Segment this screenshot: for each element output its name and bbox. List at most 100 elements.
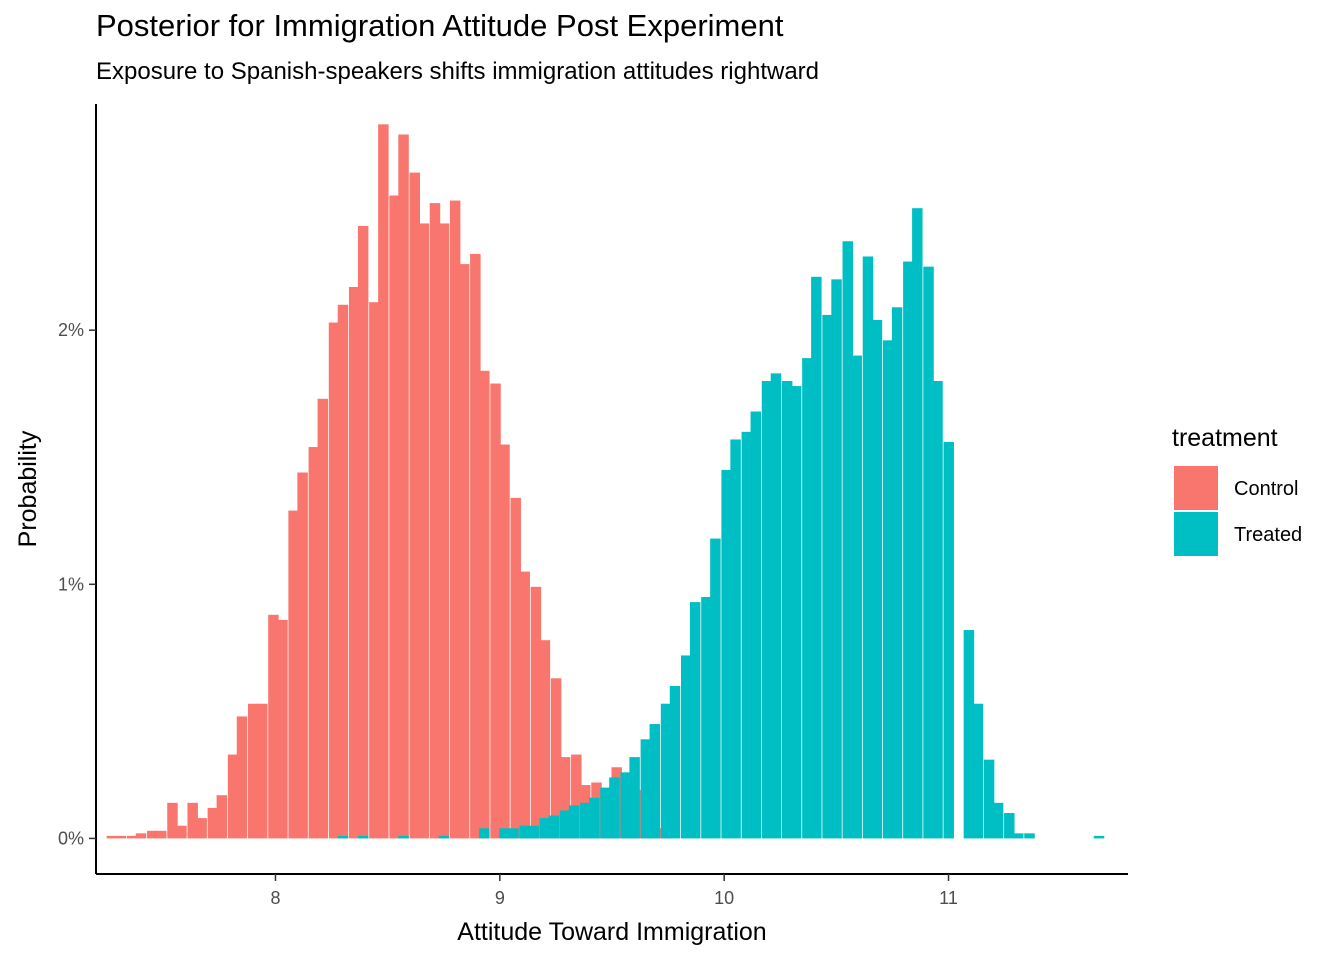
bar-control [126, 835, 138, 839]
bar-control [499, 444, 510, 839]
chart-subtitle: Exposure to Spanish-speakers shifts immi… [96, 58, 819, 85]
bar-treated [831, 279, 842, 839]
x-tick-label: 11 [939, 888, 958, 908]
bar-treated [629, 757, 640, 839]
bar-control [389, 195, 400, 839]
bar-treated [770, 373, 782, 839]
bar-treated [882, 340, 894, 839]
bar-control [187, 802, 198, 839]
y-tick-label: 2% [58, 320, 84, 340]
bar-treated [600, 787, 611, 839]
bar-treated [912, 208, 923, 839]
bar-treated [548, 815, 560, 839]
bar-control [510, 497, 521, 839]
bar-treated [508, 828, 519, 839]
bar-treated [669, 685, 681, 839]
bar-treated [701, 597, 712, 839]
bar-control [458, 264, 470, 839]
bar-treated [932, 380, 943, 839]
legend-title: treatment [1172, 424, 1278, 452]
bar-treated [963, 630, 975, 839]
chart-title: Posterior for Immigration Attitude Post … [96, 8, 784, 43]
bar-control [438, 223, 450, 839]
y-axis-title: Probability [14, 430, 42, 547]
bar-treated [822, 314, 833, 839]
bar-treated [992, 802, 1004, 839]
x-tick-label: 10 [714, 888, 734, 908]
bar-treated [730, 439, 741, 839]
bar-control [378, 124, 389, 839]
bar-control [268, 614, 279, 839]
bar-treated [620, 772, 631, 839]
bar-treated [923, 266, 934, 839]
bar-control [369, 302, 380, 839]
bar-treated [589, 797, 600, 839]
bar-treated [811, 276, 822, 839]
bar-control [248, 703, 259, 839]
bar-treated [750, 411, 762, 839]
bar-treated [337, 835, 349, 839]
bar-control [418, 223, 429, 839]
bar-treated [1024, 833, 1035, 839]
bar-control [519, 571, 530, 839]
bar-control [571, 754, 582, 839]
bar-control [308, 447, 320, 839]
x-axis-title: Attitude Toward Immigration [457, 918, 766, 946]
bar-control [559, 757, 571, 839]
bar-treated [609, 777, 620, 839]
bar-control [167, 802, 178, 839]
bar-treated [649, 724, 661, 839]
bar-treated [660, 703, 672, 839]
bar-treated [983, 759, 995, 839]
bar-treated [891, 307, 903, 839]
bar-treated [761, 380, 773, 839]
bar-control [227, 754, 239, 839]
bar-treated [972, 703, 984, 839]
bar-control [539, 640, 551, 839]
series-treated [337, 208, 1105, 839]
bar-control [348, 286, 360, 839]
bar-control [147, 830, 158, 839]
bar-control [256, 703, 268, 839]
bar-treated [680, 655, 692, 839]
bar-control [357, 225, 369, 839]
bar-treated [903, 261, 914, 839]
bar-control [530, 586, 542, 839]
bar-treated [499, 828, 510, 839]
bar-treated [1004, 813, 1015, 839]
bar-treated [559, 810, 571, 839]
legend: treatment Control Treated [1172, 424, 1302, 556]
bar-control [236, 716, 248, 839]
bar-control [328, 322, 340, 839]
bar-control [470, 253, 481, 839]
bar-control [156, 830, 167, 839]
bar-treated [1093, 835, 1105, 839]
bar-treated [871, 320, 883, 839]
bar-control [207, 807, 219, 839]
bar-treated [851, 355, 862, 839]
bar-treated [568, 805, 580, 839]
legend-key-control [1174, 466, 1218, 510]
bar-treated [519, 825, 530, 839]
bar-control [337, 304, 349, 839]
bar-treated [790, 386, 802, 839]
bar-control [409, 172, 421, 839]
bar-treated [539, 818, 551, 839]
y-tick-label: 1% [58, 574, 84, 594]
y-tick-label: 0% [58, 828, 84, 848]
bar-treated [802, 358, 813, 839]
bar-treated [741, 431, 753, 839]
bar-treated [357, 835, 369, 839]
bar-control [449, 200, 461, 839]
bar-treated [1013, 833, 1024, 839]
bar-treated [842, 241, 854, 839]
bar-control [297, 472, 308, 839]
x-tick-label: 8 [270, 888, 280, 908]
bar-treated [781, 380, 793, 839]
legend-label-control: Control [1234, 478, 1298, 500]
bar-control [490, 383, 501, 839]
bar-treated [721, 469, 732, 839]
bar-control [176, 825, 187, 839]
bar-treated [528, 825, 539, 839]
bar-treated [398, 835, 409, 839]
